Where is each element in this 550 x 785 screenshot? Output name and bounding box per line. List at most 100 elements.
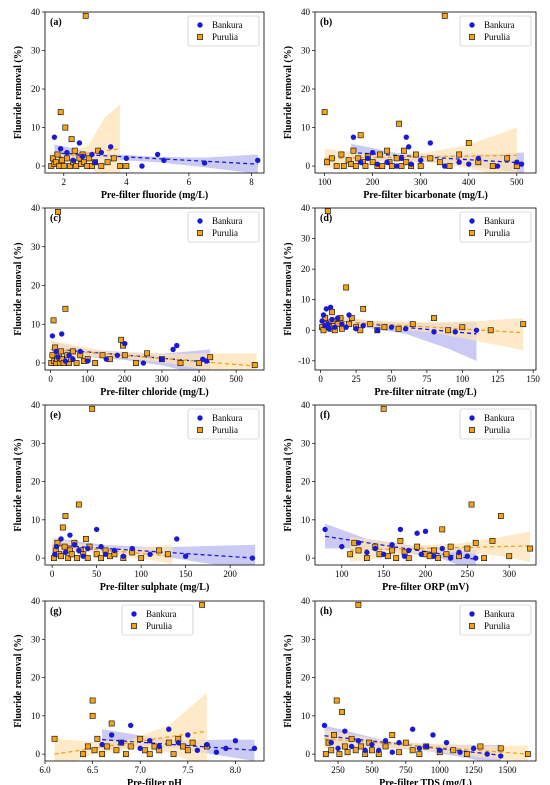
y-axis-label: Fluoride removal (%): [13, 46, 24, 139]
x-tick-label: 200: [223, 569, 237, 579]
legend-box: [459, 604, 532, 636]
x-tick-label: 500: [510, 177, 524, 187]
legend-marker-purulia: [469, 623, 475, 629]
data-point-bankura: [166, 726, 172, 732]
legend: Bankura Purulia: [459, 211, 532, 243]
data-point-purulia: [196, 360, 202, 366]
data-point-purulia: [54, 151, 61, 158]
data-point-bankura: [323, 306, 330, 312]
data-point-bankura: [353, 326, 359, 332]
data-point-bankura: [384, 159, 390, 165]
panel-b: 100 200 300 400 500 0 10 20 30 40 Pre-filter bicar…: [283, 7, 537, 201]
legend-marker-purulia: [197, 34, 203, 40]
data-point-purulia: [64, 155, 70, 162]
data-point-purulia: [320, 327, 327, 334]
data-point-purulia: [333, 163, 340, 169]
data-point-bankura: [102, 551, 109, 557]
data-point-purulia: [73, 360, 80, 366]
data-point-purulia: [89, 163, 95, 169]
data-point-bankura: [70, 356, 76, 362]
confidence-band-purulia: [350, 531, 531, 562]
data-point-purulia: [446, 163, 453, 169]
fit-line-purulia: [54, 730, 207, 755]
data-point-bankura: [123, 155, 130, 162]
data-point-purulia: [85, 155, 92, 162]
data-point-purulia: [117, 163, 123, 169]
legend-marker-purulia: [469, 34, 475, 40]
data-point-bankura: [339, 543, 345, 550]
y-axis-label: Fluoride removal (%): [283, 438, 294, 531]
data-point-purulia: [49, 352, 56, 359]
data-point-purulia: [104, 159, 111, 166]
data-point-purulia: [180, 743, 186, 750]
data-point-bankura: [108, 732, 115, 738]
data-point-bankura: [422, 528, 429, 535]
data-point-bankura: [93, 526, 100, 533]
y-tick-label: 0: [36, 553, 41, 563]
legend: Bankura Purulia: [187, 15, 260, 47]
data-point-purulia: [348, 161, 354, 168]
data-point-purulia: [409, 321, 416, 328]
legend-box: [187, 15, 260, 47]
data-point-bankura: [456, 549, 462, 556]
data-point-purulia: [184, 747, 191, 754]
data-point-bankura: [329, 316, 335, 323]
data-point-purulia: [113, 747, 120, 754]
data-point-purulia: [369, 159, 376, 166]
x-tick-label: 8: [249, 177, 254, 187]
data-point-purulia: [74, 555, 80, 562]
y-tick-label: 40: [31, 400, 41, 410]
x-axis-label: Pre-filter chloride (mg/L): [100, 387, 208, 398]
data-point-purulia: [412, 151, 419, 158]
panel-label: (f): [320, 410, 330, 421]
data-point-bankura: [114, 352, 121, 358]
data-point-purulia: [199, 601, 206, 608]
data-point-purulia: [156, 547, 162, 554]
data-point-purulia: [379, 163, 386, 169]
data-point-purulia: [477, 743, 484, 750]
data-point-purulia: [381, 324, 388, 331]
data-point-purulia: [465, 140, 472, 146]
data-point-bankura: [156, 743, 162, 750]
data-point-bankura: [201, 160, 208, 166]
data-point-bankura: [118, 739, 124, 746]
legend-label-purulia: Purulia: [484, 32, 510, 42]
data-point-bankura: [414, 530, 420, 536]
data-point-purulia: [121, 352, 128, 359]
y-tick-label: 40: [31, 7, 41, 17]
legend-box: [121, 604, 194, 636]
y-axis-label: Fluoride removal (%): [13, 242, 24, 335]
data-point-purulia: [414, 543, 421, 550]
panel-label: (c): [50, 213, 61, 224]
data-point-purulia: [427, 155, 434, 162]
data-point-purulia: [524, 751, 531, 758]
data-point-purulia: [324, 159, 330, 166]
legend-marker-bankura: [197, 218, 203, 224]
data-point-purulia: [144, 350, 150, 357]
data-point-bankura: [398, 155, 405, 162]
data-point-purulia: [341, 743, 348, 750]
data-point-purulia: [417, 163, 424, 169]
data-point-bankura: [76, 140, 83, 146]
x-tick-label: 0: [50, 569, 55, 579]
data-point-bankura: [406, 547, 412, 554]
y-axis-label: Fluoride removal (%): [283, 634, 294, 727]
data-point-purulia: [68, 551, 75, 558]
data-point-purulia: [389, 732, 396, 738]
legend-label-bankura: Bankura: [484, 413, 515, 423]
data-point-purulia: [439, 526, 446, 533]
data-point-purulia: [89, 712, 96, 719]
data-point-bankura: [403, 134, 409, 140]
data-point-bankura: [92, 159, 98, 165]
data-point-bankura: [129, 545, 135, 552]
data-point-purulia: [340, 163, 347, 169]
plot-frame: [44, 11, 265, 174]
data-point-purulia: [75, 501, 82, 508]
data-point-purulia: [71, 147, 78, 154]
data-point-purulia: [376, 151, 383, 158]
data-point-bankura: [348, 743, 355, 750]
data-point-purulia: [103, 743, 110, 750]
data-point-purulia: [393, 155, 400, 162]
data-point-purulia: [396, 749, 402, 756]
